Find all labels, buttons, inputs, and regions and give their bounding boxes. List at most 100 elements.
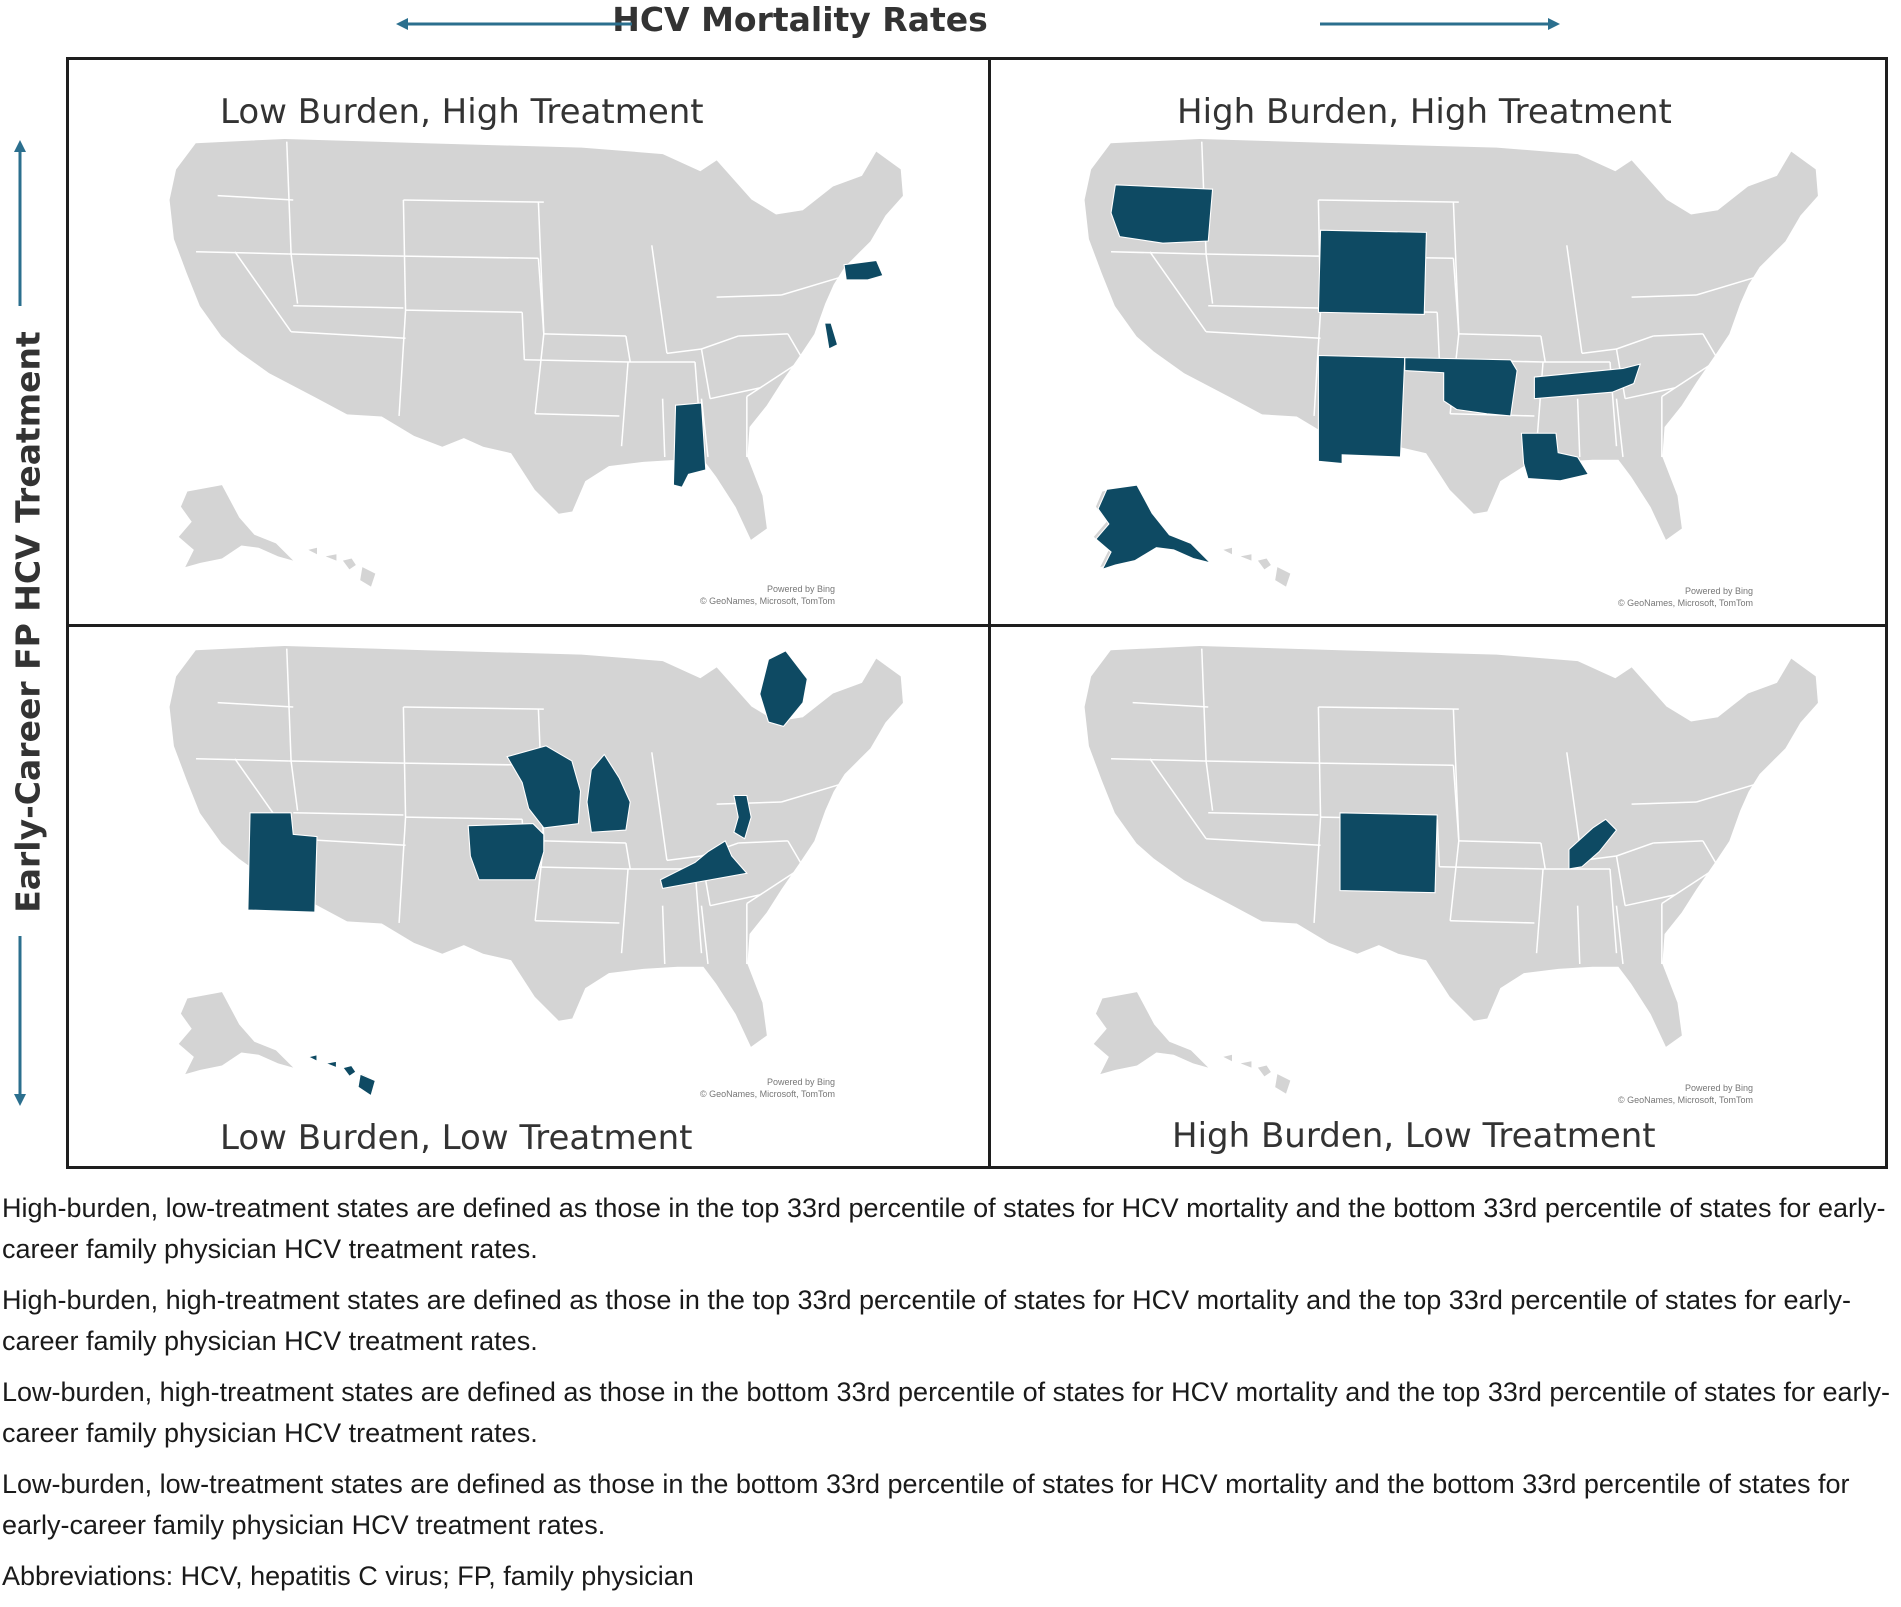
state-border	[1661, 359, 1719, 398]
state-border	[403, 255, 539, 260]
state-border	[293, 305, 404, 309]
state-border	[781, 274, 847, 296]
state-delaware: Delaware	[823, 322, 839, 350]
state-border	[1313, 817, 1322, 924]
state-border	[290, 760, 299, 811]
state-border	[290, 253, 299, 304]
state-michigan: Michigan	[586, 753, 631, 833]
state-border	[1452, 709, 1460, 841]
state-wisconsin: Wisconsin	[506, 745, 582, 829]
state-border	[620, 361, 629, 447]
map-credit: Powered by Bing © GeoNames, Microsoft, To…	[700, 584, 835, 606]
state-colorado: Colorado	[1339, 812, 1438, 894]
quadrant-title-high-burden-high-treatment: High Burden, High Treatment	[1177, 92, 1672, 132]
state-border	[1317, 706, 1322, 818]
state-oklahoma: Oklahoma	[1404, 357, 1518, 417]
state-border	[1149, 251, 1207, 333]
state-border	[1313, 310, 1322, 417]
state-border	[1609, 868, 1618, 954]
up-arrow-icon	[14, 140, 26, 306]
state-border	[535, 920, 620, 924]
state-border	[402, 706, 407, 818]
state-border	[1149, 758, 1207, 840]
us-map-high-burden-high-treatment: Washington Wyoming New MexicoOklahoma Tenne…	[1084, 138, 1818, 587]
state-border	[1436, 312, 1441, 360]
y-axis-title: Early-Career FP HCV Treatment	[8, 330, 48, 913]
hawaii-landmass	[1223, 1054, 1291, 1094]
state-border	[1201, 648, 1207, 761]
quadrant-title-low-burden-high-treatment: Low Burden, High Treatment	[220, 92, 704, 132]
state-border	[781, 781, 847, 803]
state-border	[1111, 758, 1204, 762]
hawaii-landmass	[1223, 547, 1291, 587]
state-new-mexico: New Mexico	[1317, 354, 1406, 465]
state-border	[1616, 335, 1654, 350]
state-border	[1458, 333, 1541, 337]
state-border	[288, 253, 404, 257]
quadrant-title-low-burden-low-treatment: Low Burden, Low Treatment	[220, 1118, 693, 1158]
state-west-virginia: West Virginia	[1568, 818, 1618, 870]
state-border	[1702, 840, 1719, 868]
state-tennessee: Tennessee	[1533, 363, 1642, 400]
state-washington: Washington	[1110, 184, 1214, 244]
footnote: Abbreviations: HCV, hepatitis C virus; F…	[2, 1561, 694, 1591]
state-border	[709, 894, 760, 907]
state-border	[217, 701, 294, 708]
state-border	[1540, 335, 1546, 363]
state-border	[661, 398, 666, 458]
us-landmass	[169, 138, 903, 540]
state-border	[535, 413, 620, 417]
state-border	[1540, 842, 1546, 870]
state-border	[1581, 348, 1617, 355]
state-border	[651, 752, 668, 861]
state-border	[1458, 840, 1541, 844]
state-hawaii: Hawaii	[306, 1054, 376, 1097]
quadrant-grid	[66, 57, 1888, 1169]
state-utah: Utah	[247, 812, 318, 913]
state-border	[1206, 330, 1321, 339]
state-border	[398, 310, 407, 417]
state-border	[1450, 413, 1535, 417]
state-border	[700, 905, 709, 965]
state-border	[1449, 840, 1460, 921]
state-border	[700, 398, 709, 458]
state-border	[1205, 760, 1214, 811]
us-landmass	[1084, 645, 1818, 1047]
state-louisiana: Louisiana	[1520, 432, 1590, 482]
us-map-low-burden-low-treatment: Utah IowaWisconsinMichigan Maine New Jersey…	[169, 645, 903, 1097]
state-border	[661, 905, 666, 965]
state-border	[405, 816, 523, 821]
state-alabama: Alabama	[672, 402, 707, 488]
state-border	[521, 312, 526, 360]
state-border	[1631, 801, 1697, 805]
state-border	[1615, 905, 1624, 965]
state-border	[1450, 920, 1535, 924]
state-border	[1576, 905, 1581, 965]
grid-divider-horizontal	[66, 624, 1888, 627]
state-border	[1132, 701, 1209, 708]
state-border	[398, 817, 407, 924]
footnote: Low-burden, high-treatment states are de…	[2, 1377, 1891, 1448]
state-border	[1624, 387, 1675, 400]
state-border	[1208, 305, 1319, 309]
left-arrow-icon	[396, 18, 632, 30]
state-border	[625, 842, 631, 870]
state-border	[1318, 199, 1459, 203]
state-border	[1616, 842, 1654, 857]
state-border	[1615, 855, 1626, 906]
state-border	[1452, 202, 1460, 334]
state-border	[196, 758, 289, 762]
state-border	[1653, 333, 1703, 337]
state-border	[716, 294, 782, 298]
state-border	[543, 840, 626, 844]
alaska-landmass	[178, 992, 294, 1075]
state-border	[405, 309, 523, 314]
state-border	[286, 648, 292, 761]
state-border	[1436, 819, 1441, 867]
state-border	[1111, 251, 1204, 255]
hawaii-landmass	[308, 547, 376, 587]
state-iowa: Iowa	[467, 823, 545, 881]
state-border	[286, 141, 292, 254]
x-axis-title: HCV Mortality Rates	[612, 0, 988, 39]
alaska-landmass	[178, 485, 294, 568]
